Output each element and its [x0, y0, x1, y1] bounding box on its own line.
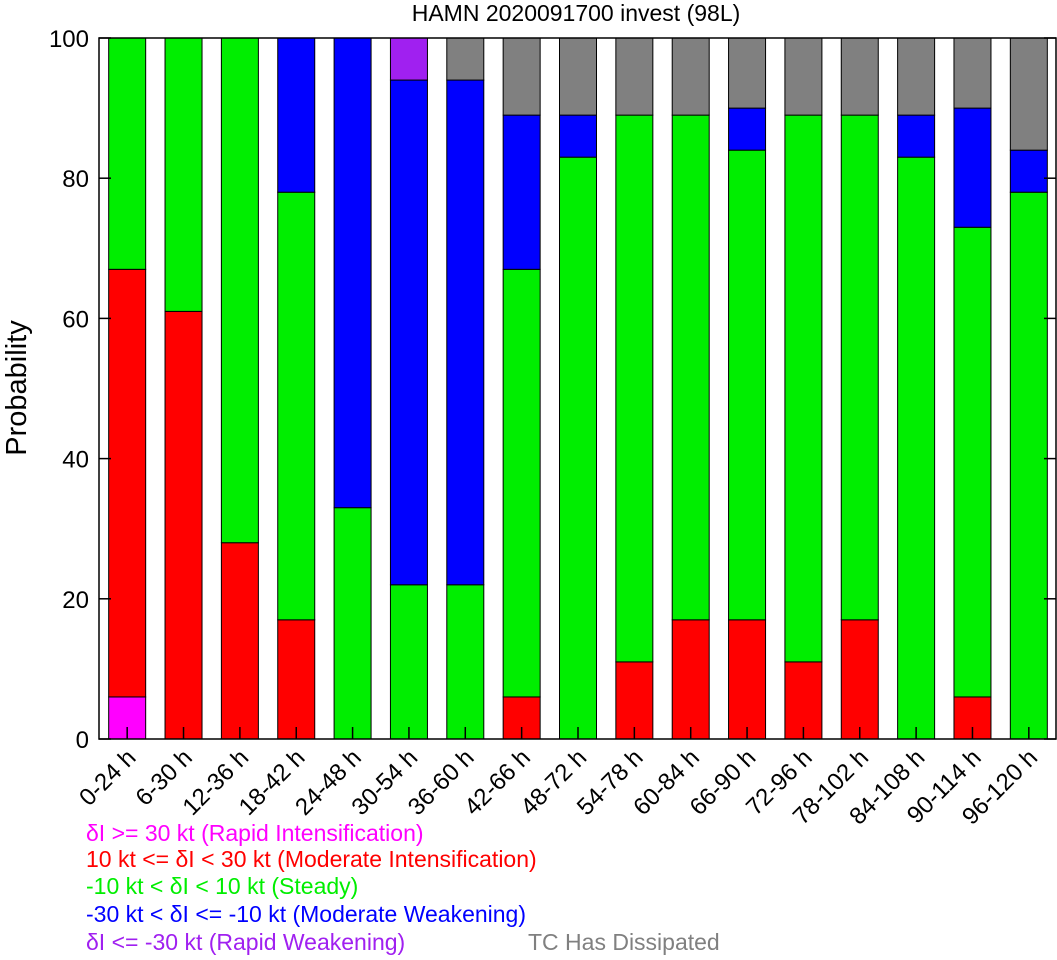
bar-segment — [559, 37, 597, 116]
y-tick-label: 80 — [62, 166, 89, 193]
bar-segment — [728, 149, 767, 621]
bar-segment — [671, 37, 710, 116]
bar-segment — [446, 584, 485, 740]
bar-segment — [671, 619, 710, 740]
bar-segment — [784, 37, 823, 116]
bar-segment — [108, 268, 147, 698]
bar-segment — [784, 114, 823, 663]
bars-group — [108, 37, 1048, 740]
chart-title: HAMN 2020091700 invest (98L) — [412, 0, 741, 26]
bar-segment — [840, 619, 879, 740]
y-tick-label: 60 — [62, 306, 89, 333]
bar-segment — [333, 507, 372, 740]
bar-segment — [615, 114, 654, 663]
x-tick-label: 0-24 h — [74, 744, 141, 811]
bar-segment — [277, 619, 316, 740]
bar-segment — [953, 226, 992, 698]
bar-segment — [728, 619, 767, 740]
bar-segment — [897, 114, 936, 158]
bar-segment — [1009, 149, 1048, 193]
bar-segment — [502, 37, 541, 116]
bar-segment — [1009, 37, 1048, 151]
y-tick-label: 0 — [76, 727, 89, 754]
bar-segment — [840, 37, 879, 116]
bar-segment — [559, 156, 597, 740]
bar-segment — [897, 37, 936, 116]
bar-segment — [277, 191, 316, 621]
bar-segment — [333, 37, 372, 509]
bar-segment — [728, 37, 767, 109]
bar-segment — [559, 114, 597, 158]
y-tick-label: 100 — [49, 26, 89, 53]
bar-segment — [164, 37, 203, 312]
bar-segment — [1009, 191, 1048, 740]
bar-segment — [784, 661, 823, 740]
bar-segment — [615, 37, 654, 116]
bar-segment — [840, 114, 879, 621]
bar-segment — [108, 37, 147, 270]
bar-segment — [389, 37, 428, 81]
bar-segment — [220, 37, 259, 544]
y-axis-label: Probability — [1, 320, 33, 456]
bar-segment — [389, 584, 428, 740]
bar-segment — [671, 114, 710, 621]
bar-segment — [220, 542, 259, 740]
bar-segment — [446, 37, 485, 81]
bar-segment — [897, 156, 936, 740]
bar-segment — [728, 107, 767, 151]
bar-segment — [953, 37, 992, 109]
y-tick-label: 40 — [62, 447, 89, 474]
bar-segment — [502, 268, 541, 698]
y-tick-label: 20 — [62, 587, 89, 614]
bar-segment — [164, 310, 203, 740]
bar-segment — [389, 79, 428, 586]
bar-segment — [953, 107, 992, 228]
bar-segment — [277, 37, 316, 193]
bar-segment — [446, 79, 485, 586]
bar-segment — [502, 114, 541, 270]
